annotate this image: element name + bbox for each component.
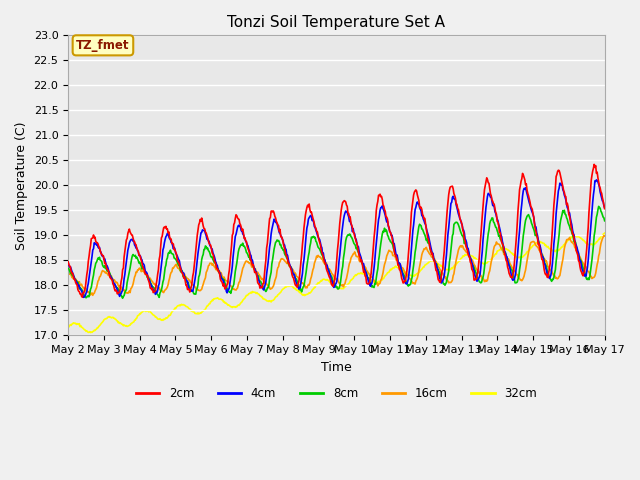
- Y-axis label: Soil Temperature (C): Soil Temperature (C): [15, 121, 28, 250]
- Text: TZ_fmet: TZ_fmet: [76, 39, 130, 52]
- Legend: 2cm, 4cm, 8cm, 16cm, 32cm: 2cm, 4cm, 8cm, 16cm, 32cm: [131, 382, 542, 404]
- X-axis label: Time: Time: [321, 360, 352, 373]
- Title: Tonzi Soil Temperature Set A: Tonzi Soil Temperature Set A: [227, 15, 445, 30]
